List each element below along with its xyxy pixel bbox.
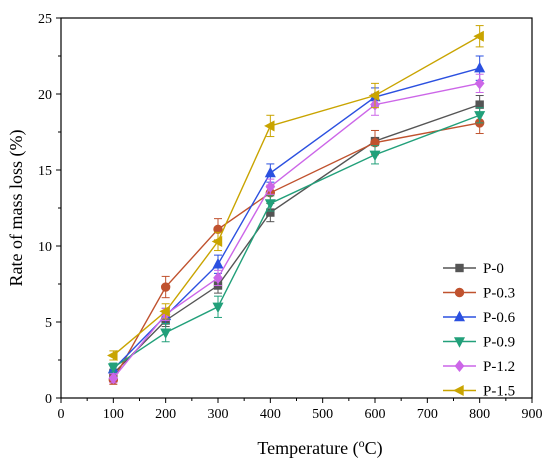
x-tick-label: 300 <box>208 407 229 422</box>
data-point <box>474 61 486 73</box>
data-point <box>160 328 172 339</box>
series-P-0.3 <box>108 111 485 385</box>
x-tick-label: 0 <box>58 407 65 422</box>
x-tick-label: 600 <box>365 407 386 422</box>
legend-entry-P-1.5: P-1.5 <box>443 384 515 400</box>
legend-entry-P-0: P-0 <box>443 261 504 277</box>
legend-label: P-0.6 <box>483 310 516 326</box>
data-point <box>265 180 276 193</box>
y-axis-title: Rate of mass loss (%) <box>6 130 27 287</box>
data-point <box>213 271 223 284</box>
legend-marker <box>453 384 464 397</box>
legend-label: P-0.9 <box>483 335 515 351</box>
series-line <box>112 114 480 369</box>
x-axis-title-main: Temperature ( <box>257 438 358 459</box>
data-point <box>212 257 224 269</box>
legend-label: P-0.3 <box>483 286 515 302</box>
data-point <box>212 302 224 314</box>
legend-label: P-1.5 <box>483 384 515 400</box>
x-tick-label: 900 <box>522 407 543 422</box>
data-point <box>264 166 276 178</box>
legend-label: P-0 <box>483 261 504 277</box>
y-tick-label: 25 <box>38 12 52 27</box>
legend-entry-P-0.9: P-0.9 <box>443 335 515 351</box>
y-tick-label: 20 <box>38 88 52 103</box>
y-tick-label: 15 <box>38 164 52 179</box>
x-tick-label: 100 <box>103 407 124 422</box>
series-P-0.6 <box>107 55 486 375</box>
y-tick-label: 5 <box>45 316 52 331</box>
y-tick-label: 10 <box>38 240 52 255</box>
legend-entry-P-0.3: P-0.3 <box>443 286 515 302</box>
y-tick-label: 0 <box>45 392 52 407</box>
legend-marker <box>454 360 465 372</box>
series-line <box>112 35 481 356</box>
series-line <box>112 82 480 379</box>
series-line <box>112 122 480 381</box>
series-P-0.9 <box>107 107 486 374</box>
data-point <box>474 111 486 122</box>
x-tick-label: 200 <box>155 407 176 422</box>
data-point <box>264 120 275 132</box>
plot-area: 0 100 200 300 400 500 600 700 800 900 0 5 10 15 20 25 <box>38 12 543 422</box>
data-point <box>108 372 119 385</box>
data-point <box>264 199 276 210</box>
x-tick-label: 400 <box>260 407 281 422</box>
legend-marker <box>455 263 464 273</box>
series-line <box>112 103 480 375</box>
data-point <box>369 150 381 162</box>
data-point <box>211 235 223 247</box>
x-tick-label: 500 <box>312 407 333 422</box>
series-P-1.5 <box>107 25 484 361</box>
legend-label: P-1.2 <box>483 359 515 375</box>
x-tick-label: 700 <box>417 407 438 422</box>
data-point <box>473 30 484 42</box>
legend-marker <box>453 310 466 322</box>
legend-entry-P-1.2: P-1.2 <box>443 359 515 375</box>
legend-marker <box>453 337 466 348</box>
data-point <box>107 363 119 374</box>
x-axis-title-superscript: o <box>359 436 365 450</box>
legend: P-0 P-0.3 P-0.6 P-0.9 P-1.2 P-1.5 <box>443 261 516 400</box>
data-point <box>107 349 118 361</box>
data-point <box>159 305 170 317</box>
data-point <box>474 77 485 90</box>
legend-entry-P-0.6: P-0.6 <box>443 310 516 326</box>
x-tick-label: 800 <box>469 407 490 422</box>
x-axis-title: Temperature (oC) <box>257 436 382 459</box>
legend-marker <box>454 287 465 298</box>
x-axis-title-tail: C) <box>365 438 383 459</box>
data-point <box>368 89 380 102</box>
data-point <box>160 282 171 292</box>
